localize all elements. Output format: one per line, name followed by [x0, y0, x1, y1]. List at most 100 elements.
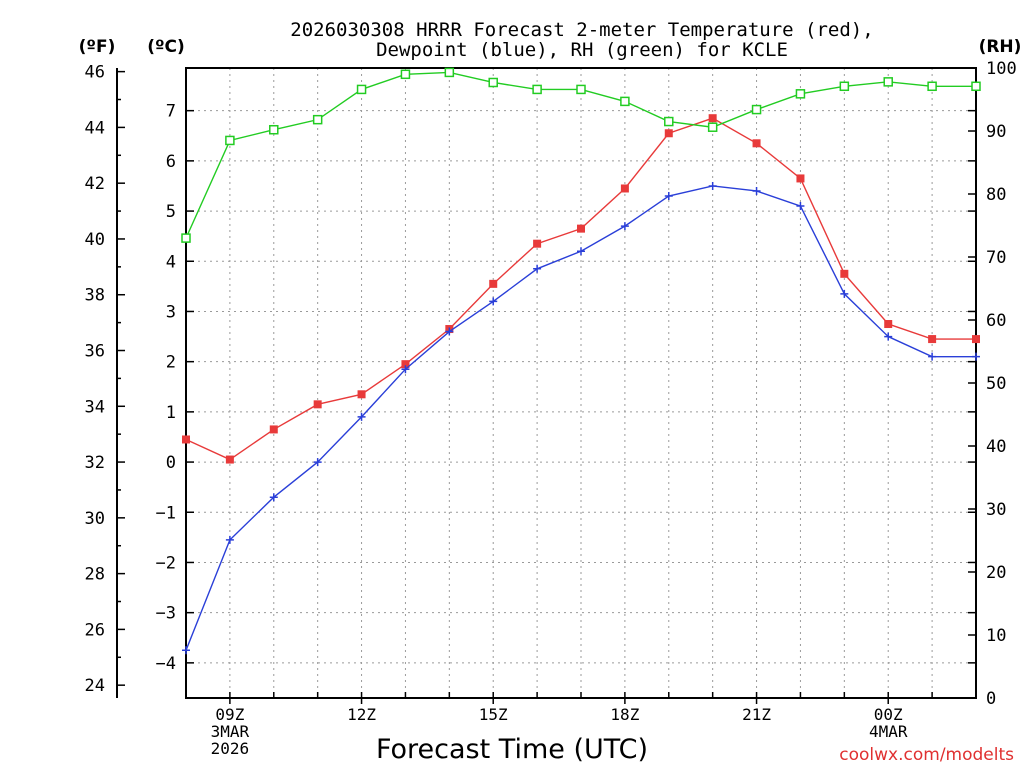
temperature-point	[401, 360, 410, 369]
x-tick-label: 21Z	[742, 705, 771, 724]
celsius-tick-label: 6	[166, 152, 176, 172]
fahrenheit-tick-label: 44	[85, 118, 105, 138]
fahrenheit-tick-label: 42	[85, 174, 105, 194]
rh-point	[620, 96, 630, 107]
rh-point	[883, 77, 893, 87]
fahrenheit-tick-label: 46	[85, 63, 105, 83]
celsius-tick-label: 7	[166, 102, 176, 122]
fahrenheit-tick-label: 28	[85, 565, 105, 585]
rh-point	[269, 124, 279, 135]
fahrenheit-tick-label: 24	[85, 676, 105, 696]
grid-layer	[186, 68, 976, 698]
rh-point	[707, 122, 718, 132]
x-axis-label: Forecast Time (UTC)	[376, 734, 648, 765]
celsius-tick-label: 0	[166, 453, 176, 473]
rh-point	[795, 89, 806, 99]
dewpoint-point	[313, 458, 322, 467]
dewpoint-point	[972, 352, 980, 361]
temperature-point	[269, 425, 278, 434]
dewpoint-point	[357, 412, 366, 421]
fahrenheit-tick-label: 30	[85, 509, 105, 529]
dewpoint-point	[225, 535, 234, 544]
fahrenheit-tick-label: 40	[85, 230, 105, 250]
credit-label: coolwx.com/modelts	[839, 745, 1014, 765]
rh-point	[225, 135, 235, 146]
rh-tick-label: 60	[986, 311, 1006, 331]
x-tick-label: 12Z	[347, 705, 376, 724]
dewpoint-point	[620, 222, 629, 231]
x-tick-label: 2026	[211, 739, 250, 758]
temperature-point	[489, 279, 498, 288]
temperature-point	[357, 390, 366, 399]
dewpoint-point	[182, 646, 190, 655]
temperature-point	[225, 455, 234, 464]
temperature-point	[796, 174, 805, 183]
rh-point	[971, 81, 981, 92]
rh-tick-label: 50	[986, 374, 1006, 394]
rh-tick-label: 70	[986, 248, 1006, 268]
dewpoint-point	[928, 352, 937, 361]
dewpoint-point	[708, 181, 717, 190]
rh-tick-label: 80	[986, 185, 1006, 205]
temperature-point	[928, 335, 937, 344]
rh-tick-label: 0	[986, 689, 996, 709]
temperature-point	[577, 224, 585, 233]
chart-title-line1: 2026030308 HRRR Forecast 2-meter Tempera…	[290, 19, 873, 41]
fahrenheit-tick-label: 26	[85, 620, 105, 640]
x-tick-label: 3MAR	[211, 722, 250, 741]
rh-tick-label: 90	[986, 122, 1006, 142]
dewpoint-point	[840, 289, 849, 298]
series-dewpoint	[182, 181, 980, 655]
rh-point	[400, 69, 411, 80]
temperature-point	[182, 435, 190, 444]
dewpoint-point	[796, 202, 805, 211]
series-layer	[181, 67, 981, 655]
celsius-tick-label: −2	[156, 553, 176, 573]
rh-point	[181, 233, 191, 243]
dewpoint-point	[445, 327, 454, 336]
fahrenheit-tick-label: 36	[85, 342, 105, 362]
temperature-point	[840, 269, 849, 278]
dewpoint-point	[664, 192, 673, 201]
rh-point	[751, 104, 762, 115]
rh-point	[839, 81, 850, 92]
temperature-point	[752, 139, 761, 148]
celsius-tick-label: 3	[166, 302, 176, 322]
fahrenheit-tick-label: 34	[85, 397, 105, 417]
fahrenheit-unit-label: (ºF)	[79, 37, 116, 57]
rh-point	[576, 84, 586, 95]
rh-tick-label: 20	[986, 563, 1006, 583]
rh-tick-label: 100	[986, 59, 1017, 79]
series-rh	[181, 67, 981, 243]
dewpoint-point	[884, 332, 893, 341]
rh-point	[927, 81, 937, 92]
rh-point	[312, 114, 323, 125]
x-tick-label: 00Z	[874, 705, 903, 724]
temperature-point	[708, 114, 717, 123]
temperature-point	[533, 239, 542, 248]
temperature-point	[313, 400, 322, 409]
rh-point	[488, 77, 498, 88]
temperature-line	[185, 117, 976, 461]
rh-point	[444, 67, 455, 78]
fahrenheit-tick-label: 38	[85, 286, 105, 306]
dewpoint-point	[269, 493, 278, 502]
dewpoint-point	[533, 264, 542, 273]
temperature-point	[884, 320, 893, 329]
x-tick-label: 09Z	[215, 705, 244, 724]
celsius-tick-label: 1	[166, 403, 176, 423]
celsius-tick-label: 4	[166, 252, 176, 272]
rh-unit-label: (RH)	[979, 37, 1022, 57]
rh-point	[532, 84, 542, 95]
celsius-tick-label: 5	[166, 202, 176, 222]
dewpoint-point	[752, 186, 761, 195]
celsius-tick-label: −1	[156, 503, 176, 523]
dewpoint-point	[489, 297, 498, 306]
celsius-tick-label: 2	[166, 353, 176, 373]
temperature-point	[972, 335, 980, 344]
rh-tick-label: 40	[986, 437, 1006, 457]
fahrenheit-tick-label: 32	[85, 453, 105, 473]
celsius-tick-label: −4	[156, 654, 176, 674]
x-tick-label: 15Z	[479, 705, 508, 724]
